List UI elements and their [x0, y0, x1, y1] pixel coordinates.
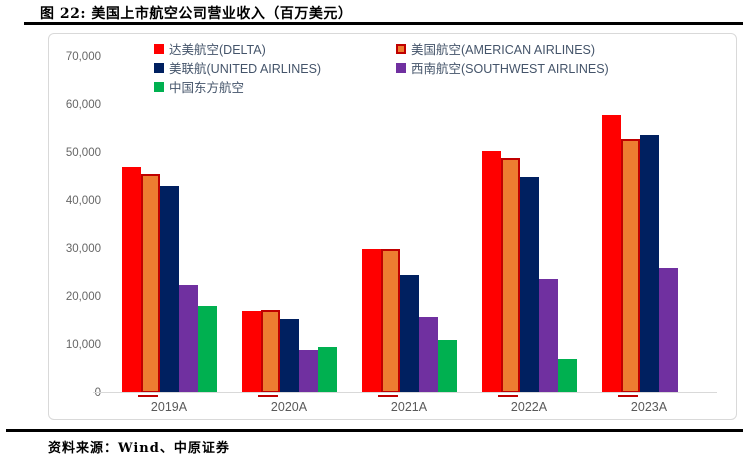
- bar-southwest-2019A: [178, 285, 198, 393]
- bar-group-2022A: [469, 57, 589, 397]
- legend-label-southwest: 西南航空(SOUTHWEST AIRLINES): [411, 62, 609, 76]
- bar-southwest-2023A: [658, 268, 678, 393]
- legend-swatch-delta: [154, 43, 164, 54]
- bar-delta-2023A: [601, 115, 621, 393]
- bar-united-2022A: [519, 177, 539, 393]
- x-axis-line: [93, 392, 717, 393]
- legend-item-delta: 达美航空(DELTA): [154, 39, 396, 58]
- bar-southwest-2020A: [298, 350, 318, 393]
- plot-area: [109, 57, 709, 397]
- y-tick-30000: 30,000: [65, 243, 101, 255]
- bar-southwest-2022A: [538, 279, 558, 393]
- x-tick-2019A: 2019A: [150, 400, 188, 414]
- x-tick-2021A: 2021A: [390, 400, 428, 414]
- legend-swatch-united: [154, 62, 164, 73]
- bar-american-2020A: [257, 310, 280, 397]
- legend-item-american: 美国航空(AMERICAN AIRLINES): [396, 39, 638, 58]
- bar-delta-2022A: [481, 151, 501, 393]
- source-note: 资料来源：Wind、中原证券: [48, 441, 230, 456]
- bar-american-2022A: [497, 158, 520, 397]
- title-divider: [24, 22, 743, 25]
- chart-area: 达美航空(DELTA) 美国航空(AMERICAN AIRLINES) 美联航(UN…: [48, 33, 737, 420]
- bar-southwest-2021A: [418, 317, 438, 393]
- legend-label-american: 美国航空(AMERICAN AIRLINES): [411, 43, 596, 57]
- bar-delta-2020A: [241, 311, 261, 393]
- y-tick-0: 0: [94, 387, 101, 399]
- bar-united-2023A: [639, 135, 659, 393]
- bar-american-2019A: [137, 174, 160, 397]
- bar-china-eastern-2020A: [317, 347, 337, 393]
- legend-swatch-china-eastern: [154, 81, 164, 92]
- y-tick-10000: 10,000: [65, 339, 101, 351]
- y-tick-50000: 50,000: [65, 147, 101, 159]
- bar-group-2020A: [229, 57, 349, 397]
- x-tick-2022A: 2022A: [510, 400, 548, 414]
- y-tick-60000: 60,000: [65, 99, 101, 111]
- bar-delta-2019A: [121, 167, 141, 393]
- y-tick-70000: 70,000: [65, 51, 101, 63]
- bar-china-eastern-2021A: [437, 340, 457, 393]
- bar-china-eastern-2019A: [197, 306, 217, 393]
- bar-delta-2021A: [361, 249, 381, 393]
- chart-legend: 达美航空(DELTA) 美国航空(AMERICAN AIRLINES) 美联航(UN…: [154, 39, 674, 96]
- legend-label-united: 美联航(UNITED AIRLINES): [169, 62, 322, 76]
- bar-american-2021A: [377, 249, 400, 397]
- legend-item-southwest: 西南航空(SOUTHWEST AIRLINES): [396, 58, 638, 77]
- y-tick-20000: 20,000: [65, 291, 101, 303]
- legend-swatch-southwest: [396, 62, 406, 73]
- bar-group-2021A: [349, 57, 469, 397]
- bar-group-2019A: [109, 57, 229, 397]
- x-axis-labels: 2019A 2020A 2021A 2022A 2023A: [109, 400, 709, 414]
- bar-united-2020A: [279, 319, 299, 393]
- bar-china-eastern-2022A: [557, 359, 577, 393]
- x-tick-2023A: 2023A: [630, 400, 668, 414]
- legend-label-delta: 达美航空(DELTA): [169, 43, 266, 57]
- bar-american-2023A: [617, 139, 640, 397]
- figure-title: 图 22: 美国上市航空公司营业收入（百万美元）: [40, 6, 353, 22]
- legend-item-united: 美联航(UNITED AIRLINES): [154, 58, 396, 77]
- bar-group-2023A: [589, 57, 709, 397]
- legend-label-china-eastern: 中国东方航空: [169, 81, 245, 95]
- legend-swatch-american: [396, 43, 406, 54]
- bar-united-2019A: [159, 186, 179, 393]
- legend-item-china-eastern: 中国东方航空: [154, 77, 396, 96]
- bar-united-2021A: [399, 275, 419, 393]
- x-tick-2020A: 2020A: [270, 400, 308, 414]
- y-tick-40000: 40,000: [65, 195, 101, 207]
- footer-divider: [6, 429, 743, 432]
